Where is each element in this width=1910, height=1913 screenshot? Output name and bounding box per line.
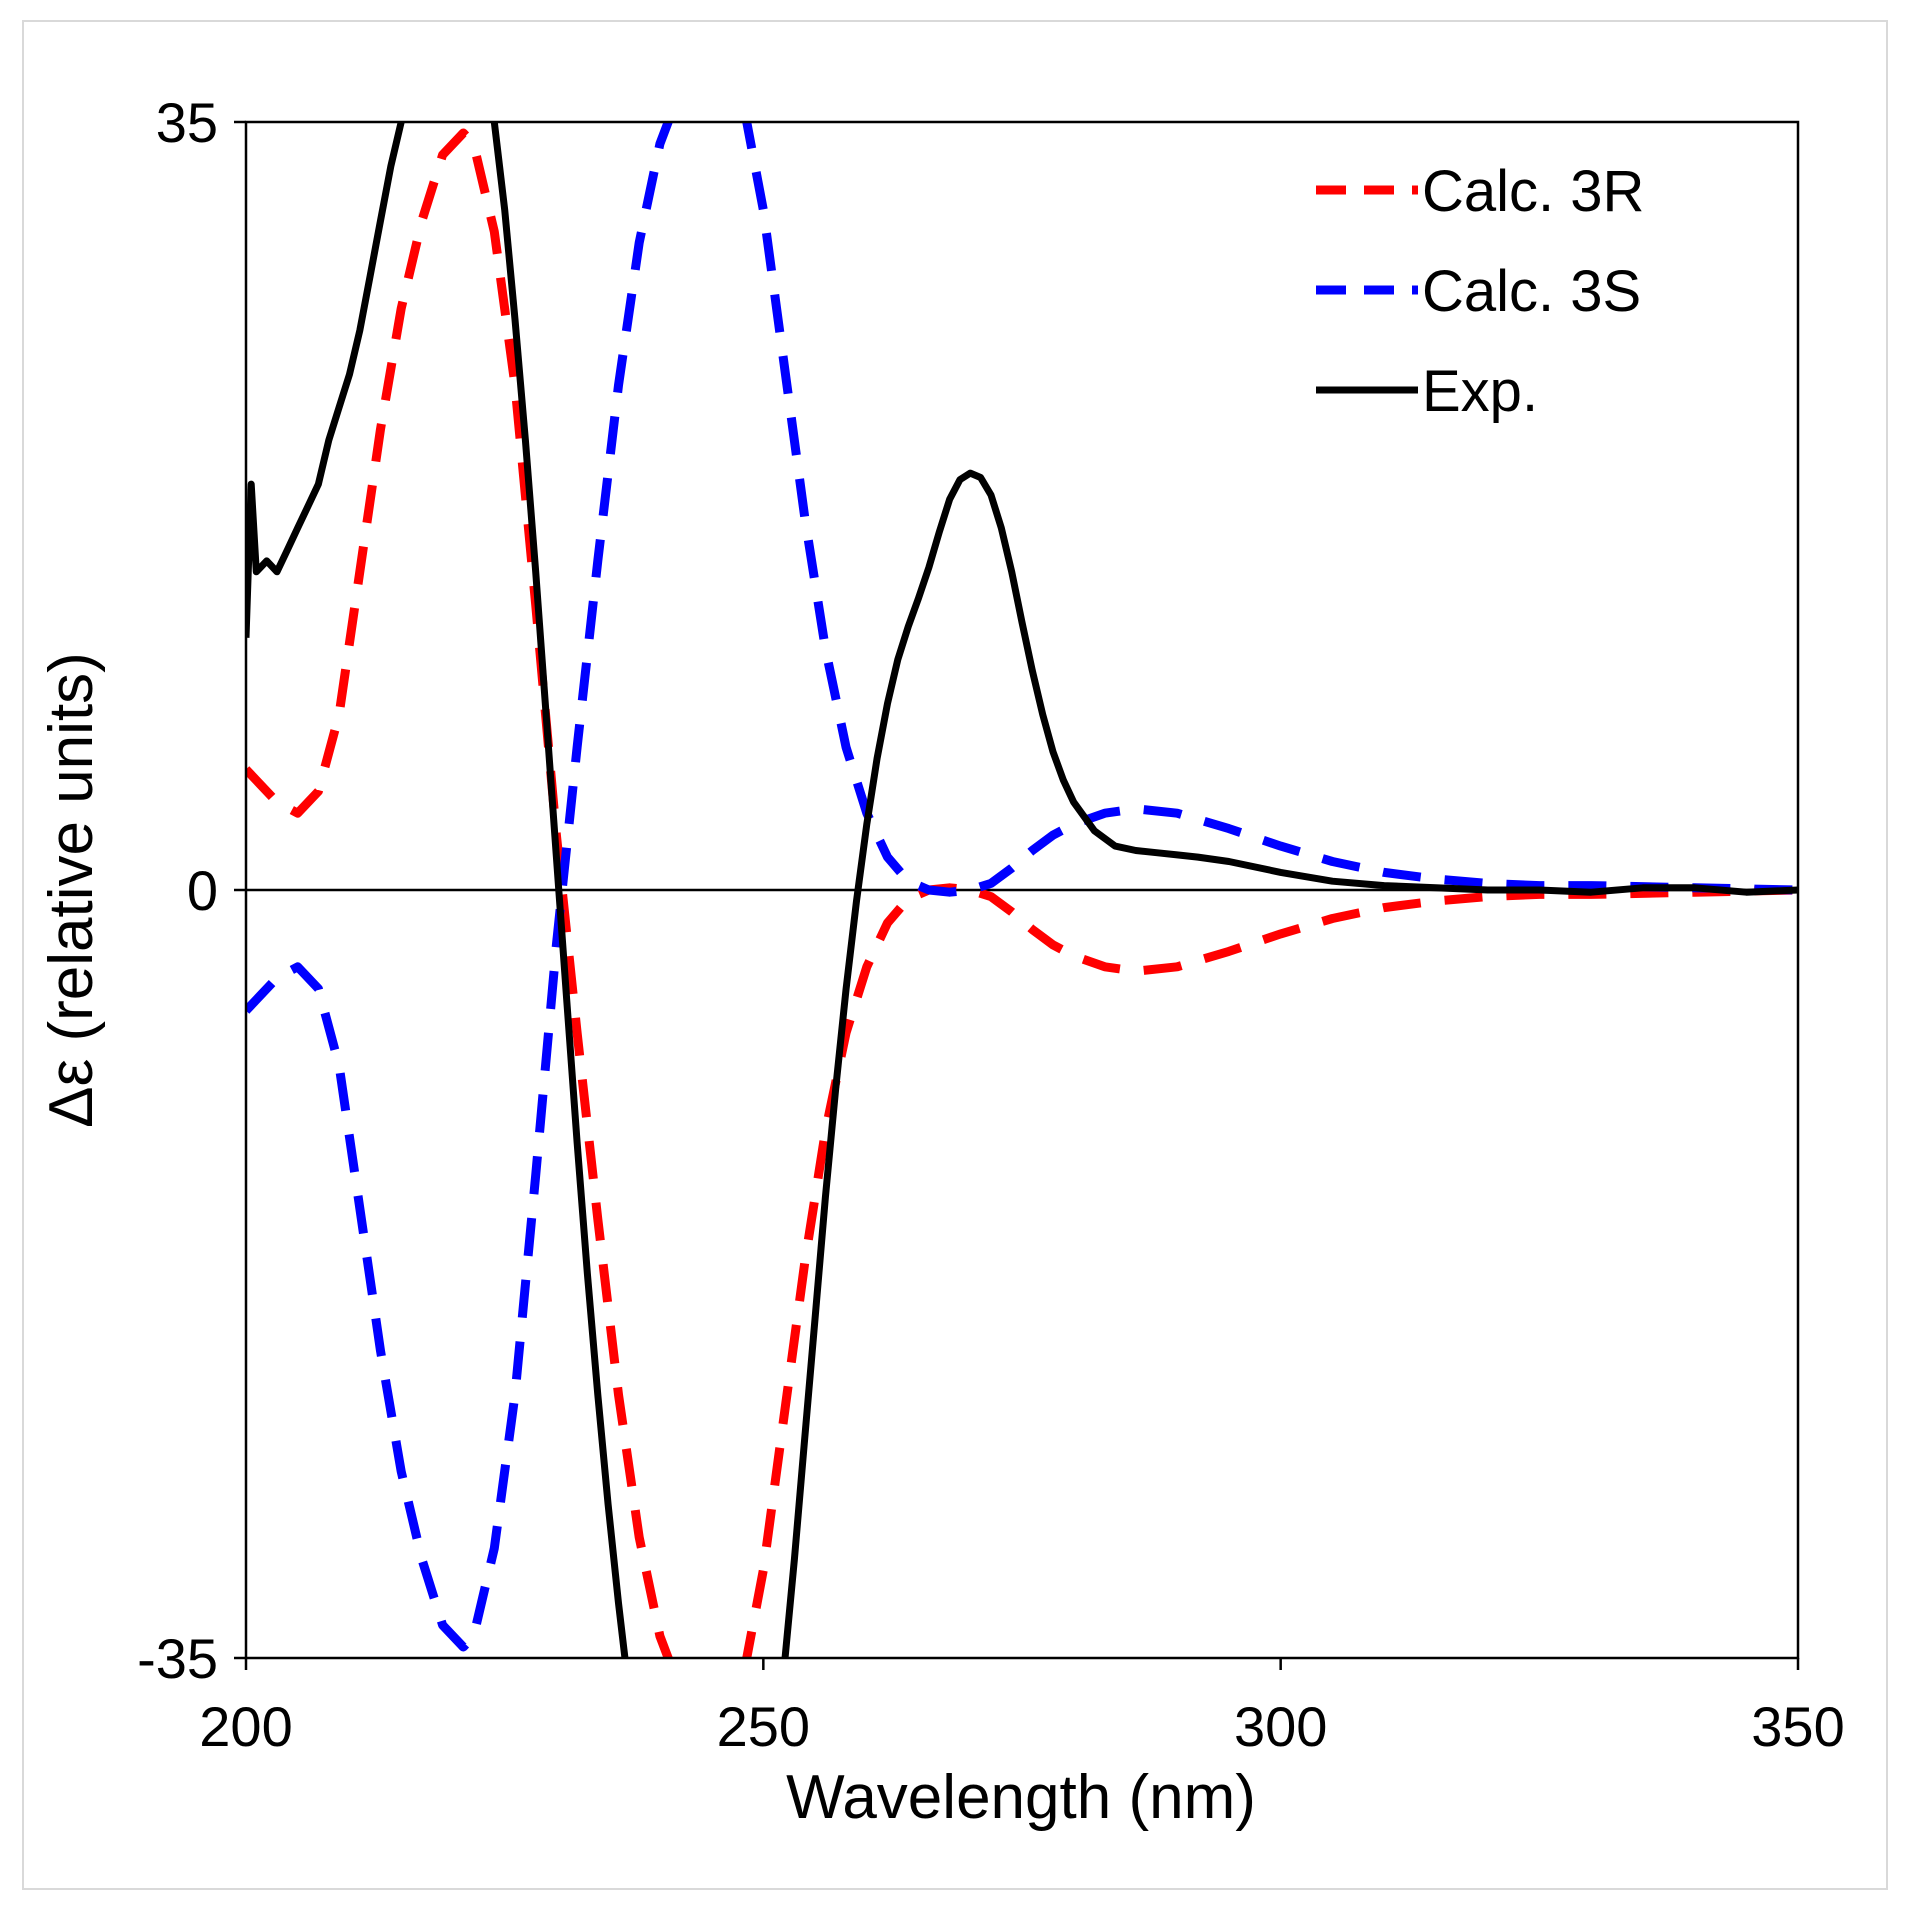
- y-tick-label: 0: [187, 859, 218, 922]
- legend-label: Calc. 3R: [1422, 159, 1644, 224]
- x-tick-label: 250: [717, 1695, 810, 1758]
- y-axis-title: Δε (relative units): [37, 652, 106, 1128]
- legend-label: Exp.: [1422, 359, 1538, 424]
- x-axis-title: Wavelength (nm): [786, 1763, 1256, 1832]
- legend: Calc. 3R Calc. 3S Exp.: [1316, 159, 1644, 424]
- chart-frame: [22, 20, 1888, 1890]
- series-line-exp: [246, 122, 1798, 1658]
- x-tick-label: 350: [1751, 1695, 1844, 1758]
- x-tick-label: 300: [1234, 1695, 1327, 1758]
- series-line-calc-3r: [246, 128, 1798, 1658]
- legend-label: Calc. 3S: [1422, 259, 1641, 324]
- y-tick-label: 35: [156, 91, 218, 154]
- series-line-calc-3s: [246, 122, 1798, 1652]
- y-tick-label: -35: [137, 1627, 218, 1690]
- x-tick-label: 200: [199, 1695, 292, 1758]
